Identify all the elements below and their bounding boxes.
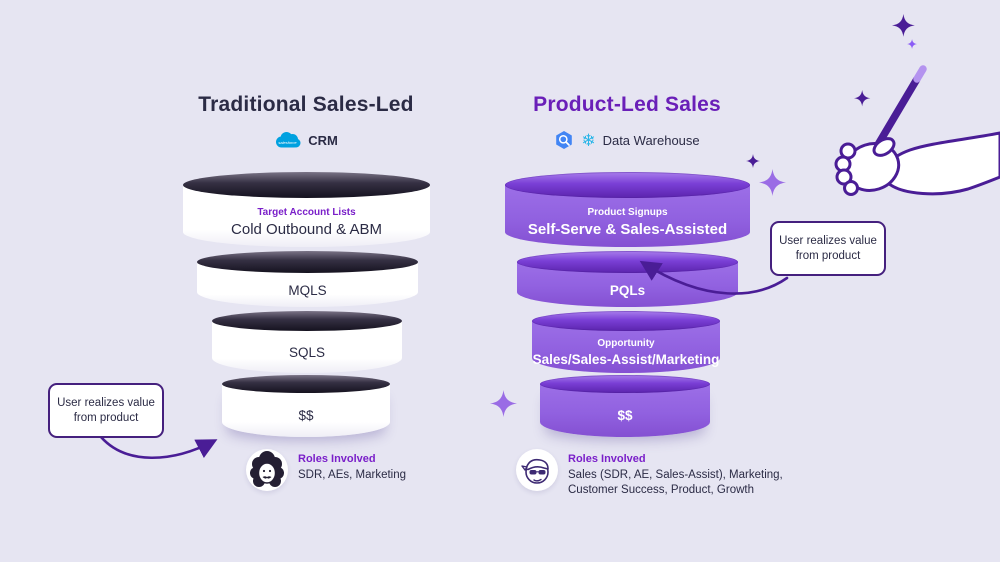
right-roles-avatar bbox=[516, 449, 558, 491]
magic-wand-illustration bbox=[834, 14, 1000, 196]
cylinder-body: Opportunity Sales/Sales-Assist/Marketing bbox=[532, 321, 720, 373]
tier-subtitle: Opportunity bbox=[597, 337, 655, 349]
tier-label: Cold Outbound & ABM bbox=[231, 221, 382, 238]
sparkle-icon bbox=[746, 154, 760, 168]
roles-heading: Roles Involved bbox=[568, 453, 646, 465]
left-platform-label: CRM bbox=[308, 132, 338, 148]
hand-icon bbox=[834, 131, 1000, 196]
sparkle-icon bbox=[490, 390, 517, 417]
left-platform-row: salesforce CRM bbox=[131, 129, 481, 151]
cylinder-top bbox=[532, 311, 720, 331]
right-funnel-tier-2: PQLs bbox=[517, 251, 738, 307]
bigquery-icon bbox=[556, 131, 573, 149]
sparkle-icon bbox=[854, 14, 918, 107]
roles-line: Customer Success, Product, Growth bbox=[568, 483, 754, 496]
left-roles-avatar bbox=[246, 449, 288, 491]
left-roles-row: Roles Involved SDR, AEs, Marketing bbox=[246, 449, 406, 491]
snowflake-icon: ❄ bbox=[581, 130, 596, 150]
cylinder-top bbox=[212, 311, 402, 331]
cylinder-top bbox=[517, 251, 738, 273]
left-column-title: Traditional Sales-Led bbox=[198, 93, 414, 116]
right-platform-label: Data Warehouse bbox=[602, 132, 700, 148]
left-funnel-tier-3: SQLS bbox=[212, 311, 402, 373]
right-funnel-tier-4: $$ bbox=[540, 375, 710, 437]
roles-heading: Roles Involved bbox=[298, 453, 376, 465]
right-platform-row: ❄ Data Warehouse bbox=[452, 129, 802, 151]
tier-label: $$ bbox=[298, 407, 314, 423]
callout-left: User realizes value from product bbox=[48, 383, 164, 438]
left-funnel-tier-4: $$ bbox=[222, 375, 390, 437]
roles-line: SDR, AEs, Marketing bbox=[298, 469, 407, 481]
tier-label: Sales/Sales-Assist/Marketing bbox=[532, 351, 720, 367]
right-funnel-tier-3: Opportunity Sales/Sales-Assist/Marketing bbox=[532, 311, 720, 373]
right-funnel-tier-1: Product Signups Self-Serve & Sales-Assis… bbox=[505, 172, 750, 247]
tier-label: PQLs bbox=[609, 282, 646, 298]
tier-label: $$ bbox=[617, 407, 633, 423]
right-column-title: Product-Led Sales bbox=[533, 93, 721, 116]
callout-right: User realizes value from product bbox=[770, 221, 886, 276]
magic-wand-icon bbox=[872, 65, 927, 150]
right-roles-text: Roles Involved Sales (SDR, AE, Sales-Ass… bbox=[568, 449, 783, 497]
cylinder-top bbox=[222, 375, 390, 393]
right-roles-row: Roles Involved Sales (SDR, AE, Sales-Ass… bbox=[516, 449, 783, 497]
roles-line: Sales (SDR, AE, Sales-Assist), Marketing… bbox=[568, 469, 783, 481]
cylinder-top bbox=[505, 172, 750, 198]
sparkle-icon bbox=[759, 169, 786, 196]
tier-label: SQLS bbox=[288, 344, 326, 360]
cylinder-top bbox=[540, 375, 710, 393]
svg-text:salesforce: salesforce bbox=[279, 140, 298, 145]
tier-label: MQLS bbox=[288, 282, 327, 298]
tier-subtitle: Target Account Lists bbox=[257, 207, 356, 218]
left-roles-text: Roles Involved SDR, AEs, Marketing bbox=[298, 449, 406, 483]
left-funnel-tier-2: MQLS bbox=[197, 251, 418, 307]
tier-subtitle: Product Signups bbox=[587, 207, 668, 218]
cylinder-top bbox=[183, 172, 430, 198]
salesforce-cloud-icon: salesforce bbox=[276, 131, 301, 147]
left-funnel-tier-1: Target Account Lists Cold Outbound & ABM bbox=[183, 172, 430, 247]
tier-label: Self-Serve & Sales-Assisted bbox=[527, 221, 728, 238]
arrow-left-callout bbox=[99, 435, 218, 460]
cylinder-top bbox=[197, 251, 418, 273]
